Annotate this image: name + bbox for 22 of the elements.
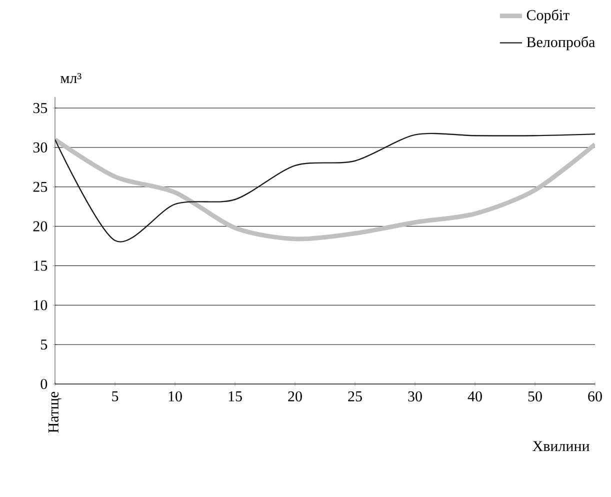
x-tick-label: Натще — [48, 392, 62, 433]
y-tick-label: 5 — [41, 340, 48, 350]
x-tick-label: 10 — [168, 391, 182, 402]
y-tick-label: 35 — [33, 102, 48, 114]
y-axis-title: мл³ — [60, 73, 82, 84]
y-tick-label: 0 — [40, 378, 48, 390]
y-tick-label: 15 — [34, 260, 48, 271]
x-tick-label: 40 — [468, 391, 482, 402]
y-tick-label: 20 — [33, 221, 48, 232]
x-tick-label: 60 — [588, 391, 602, 402]
x-tick-label: 5 — [112, 391, 118, 402]
y-tick-label: 30 — [33, 142, 48, 153]
x-tick-label: 15 — [228, 391, 242, 402]
y-tick-label: 10 — [34, 300, 48, 310]
x-tick-label: 25 — [348, 391, 362, 402]
x-axis-title: Хвилини — [532, 441, 590, 452]
x-tick-label: 20 — [288, 391, 302, 402]
y-tick-label: 25 — [33, 182, 48, 192]
x-tick-label: 30 — [408, 391, 422, 402]
legend-label: Сорбіт — [526, 9, 570, 24]
x-tick-label: 50 — [528, 391, 542, 402]
legend-label: Велопроба — [526, 36, 596, 50]
